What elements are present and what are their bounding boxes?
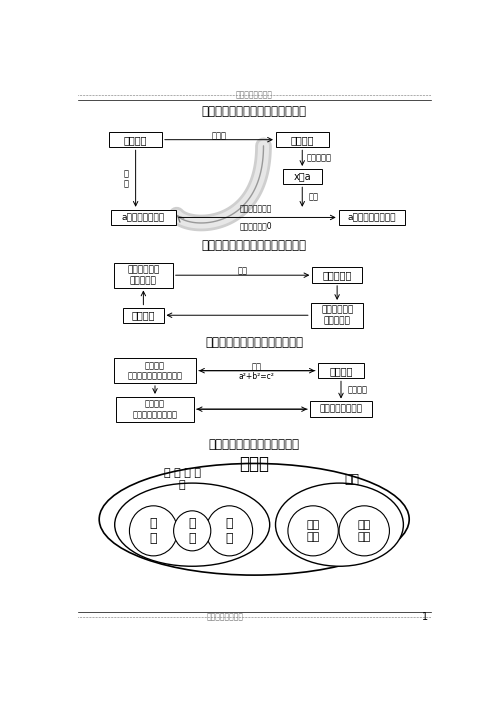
Text: 直角
梯形: 直角 梯形 xyxy=(358,520,371,542)
FancyBboxPatch shape xyxy=(114,263,173,288)
Ellipse shape xyxy=(275,483,403,567)
Text: 归纳: 归纳 xyxy=(238,267,248,276)
Text: 解整式方程: 解整式方程 xyxy=(307,154,332,163)
Text: 第十九章：四边形知识结构图: 第十九章：四边形知识结构图 xyxy=(209,438,300,451)
Text: 梯形: 梯形 xyxy=(344,472,359,486)
Text: 最新精品资料推荐: 最新精品资料推荐 xyxy=(206,613,243,621)
Text: 分式方程: 分式方程 xyxy=(124,135,147,145)
FancyBboxPatch shape xyxy=(111,210,176,225)
Text: 平 行 四 边
形: 平 行 四 边 形 xyxy=(164,468,200,490)
FancyBboxPatch shape xyxy=(283,169,321,185)
Ellipse shape xyxy=(339,506,389,556)
Text: 第十六章：解分式方程知识结构图: 第十六章：解分式方程知识结构图 xyxy=(202,105,307,119)
Ellipse shape xyxy=(129,506,178,556)
Text: 整式方程: 整式方程 xyxy=(291,135,314,145)
FancyBboxPatch shape xyxy=(310,402,372,417)
Ellipse shape xyxy=(99,463,409,575)
FancyBboxPatch shape xyxy=(312,267,362,283)
Text: 矩
形: 矩 形 xyxy=(150,517,157,545)
Text: 勾股定理的逆定理: 勾股定理的逆定理 xyxy=(319,404,363,413)
Text: a是分式方程的解: a是分式方程的解 xyxy=(122,213,165,222)
Ellipse shape xyxy=(288,506,338,556)
FancyBboxPatch shape xyxy=(276,132,328,147)
Text: 互逆定理: 互逆定理 xyxy=(348,385,368,395)
Text: 四边形: 四边形 xyxy=(239,455,269,473)
Text: x＝a: x＝a xyxy=(294,172,311,182)
FancyBboxPatch shape xyxy=(339,210,405,225)
Text: a不是分式方程的解: a不是分式方程的解 xyxy=(348,213,396,222)
FancyBboxPatch shape xyxy=(311,303,364,328)
Text: 反比例函数的
图象和性质: 反比例函数的 图象和性质 xyxy=(321,305,353,325)
Text: 1: 1 xyxy=(422,612,428,622)
Text: 目
标: 目 标 xyxy=(124,169,129,188)
Text: 实际问题
（直角三角形边长计算）: 实际问题 （直角三角形边长计算） xyxy=(127,361,183,380)
Text: 反比例函数: 反比例函数 xyxy=(322,270,352,280)
Text: 菱
形: 菱 形 xyxy=(226,517,233,545)
Text: 实际问题
（判别直角三角形）: 实际问题 （判别直角三角形） xyxy=(132,399,178,419)
Text: 现实世界中的
反比例关系: 现实世界中的 反比例关系 xyxy=(127,265,160,285)
Text: 最简公分母为0: 最简公分母为0 xyxy=(240,221,272,230)
Text: 勾股定理: 勾股定理 xyxy=(329,366,353,376)
Text: 实际应用: 实际应用 xyxy=(131,310,155,320)
Ellipse shape xyxy=(115,483,270,567)
Text: 最新精品资料推荐: 最新精品资料推荐 xyxy=(236,91,273,100)
Text: 检验: 检验 xyxy=(308,192,318,201)
Ellipse shape xyxy=(174,511,211,551)
FancyBboxPatch shape xyxy=(114,358,196,383)
Text: 最简公分母不为: 最简公分母不为 xyxy=(240,204,272,213)
FancyBboxPatch shape xyxy=(109,132,162,147)
FancyBboxPatch shape xyxy=(123,307,164,323)
Text: 去分母: 去分母 xyxy=(211,131,227,140)
Text: 正
方: 正 方 xyxy=(188,517,196,545)
FancyBboxPatch shape xyxy=(116,397,194,421)
Ellipse shape xyxy=(206,506,252,556)
Text: 等腰
梯形: 等腰 梯形 xyxy=(307,520,320,542)
Text: 第十七章：反比例函数知识结构图: 第十七章：反比例函数知识结构图 xyxy=(202,239,307,253)
Text: a²+b²=c²: a²+b²=c² xyxy=(239,371,275,380)
Text: 归纳: 归纳 xyxy=(252,362,262,371)
Text: 第十八章：勾股定理知识结构图: 第十八章：勾股定理知识结构图 xyxy=(205,336,303,350)
FancyBboxPatch shape xyxy=(318,363,364,378)
